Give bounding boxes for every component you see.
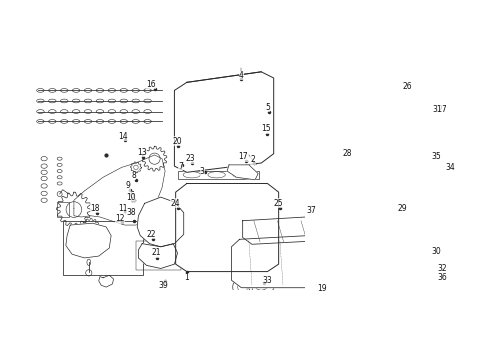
Text: 26: 26 <box>402 82 412 91</box>
Polygon shape <box>243 215 356 244</box>
Text: 37: 37 <box>306 206 316 215</box>
Text: 14: 14 <box>118 132 128 141</box>
Text: 18: 18 <box>90 204 100 213</box>
Bar <box>63 221 144 275</box>
Text: 30: 30 <box>431 247 441 256</box>
Text: 20: 20 <box>172 137 182 146</box>
Polygon shape <box>227 165 258 180</box>
Text: 27: 27 <box>438 104 447 113</box>
Polygon shape <box>174 72 274 172</box>
Text: 9: 9 <box>125 181 130 190</box>
Text: 6: 6 <box>130 192 135 201</box>
Bar <box>336 252 415 284</box>
Text: 12: 12 <box>115 214 124 223</box>
Text: 10: 10 <box>126 193 136 202</box>
Bar <box>380 113 422 146</box>
Text: 38: 38 <box>126 208 136 217</box>
Text: 32: 32 <box>438 264 447 273</box>
Bar <box>178 171 259 179</box>
Text: 17: 17 <box>238 152 247 161</box>
Polygon shape <box>231 233 367 288</box>
Bar <box>136 240 181 270</box>
Bar <box>56 202 69 217</box>
Text: 16: 16 <box>146 80 156 89</box>
Text: 5: 5 <box>265 103 270 112</box>
Text: 22: 22 <box>146 230 156 239</box>
Bar <box>380 72 422 109</box>
Text: 36: 36 <box>438 273 447 282</box>
Text: 34: 34 <box>445 163 455 172</box>
Bar <box>336 208 415 240</box>
Polygon shape <box>175 184 279 271</box>
Text: 31: 31 <box>433 104 442 113</box>
Text: 8: 8 <box>131 171 136 180</box>
Text: 3: 3 <box>200 167 205 176</box>
Text: 28: 28 <box>342 149 352 158</box>
Polygon shape <box>139 244 177 269</box>
Text: 7: 7 <box>178 162 183 171</box>
Text: 25: 25 <box>274 199 283 208</box>
Text: 24: 24 <box>171 199 180 208</box>
Polygon shape <box>137 197 184 247</box>
Text: 33: 33 <box>263 276 272 285</box>
Polygon shape <box>66 223 111 258</box>
Text: 2: 2 <box>251 156 256 165</box>
Text: 29: 29 <box>398 204 408 213</box>
Text: 11: 11 <box>118 204 128 213</box>
Text: 13: 13 <box>137 148 147 157</box>
Text: 35: 35 <box>431 152 441 161</box>
Text: 39: 39 <box>158 281 168 290</box>
Text: 4: 4 <box>239 71 244 80</box>
Bar <box>389 118 400 141</box>
Text: 23: 23 <box>185 154 195 163</box>
Bar <box>336 159 391 203</box>
Text: 1: 1 <box>184 273 189 282</box>
Text: 15: 15 <box>262 125 271 134</box>
Text: 21: 21 <box>151 248 161 257</box>
Text: 19: 19 <box>317 284 327 293</box>
Bar <box>342 269 359 282</box>
